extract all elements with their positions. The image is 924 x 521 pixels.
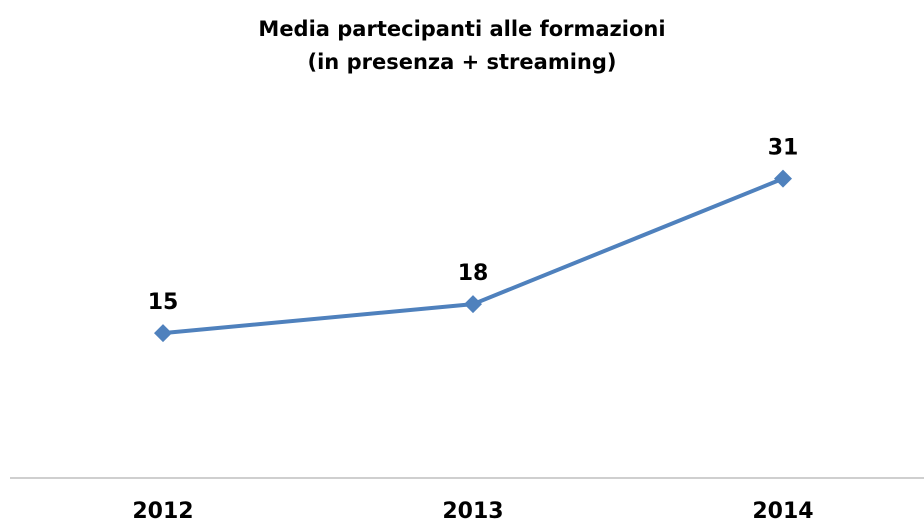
data-label: 31 — [768, 136, 799, 161]
chart-title: Media partecipanti alle formazioni — [258, 17, 665, 41]
marker — [154, 324, 172, 343]
data-label: 18 — [458, 261, 489, 286]
x-tick-label: 2012 — [132, 499, 193, 521]
x-tick-label: 2013 — [442, 499, 503, 521]
data-label: 15 — [148, 290, 179, 315]
chart-subtitle: (in presenza + streaming) — [308, 50, 617, 74]
marker — [464, 295, 482, 314]
x-tick-label: 2014 — [752, 499, 813, 521]
marker — [774, 169, 792, 188]
